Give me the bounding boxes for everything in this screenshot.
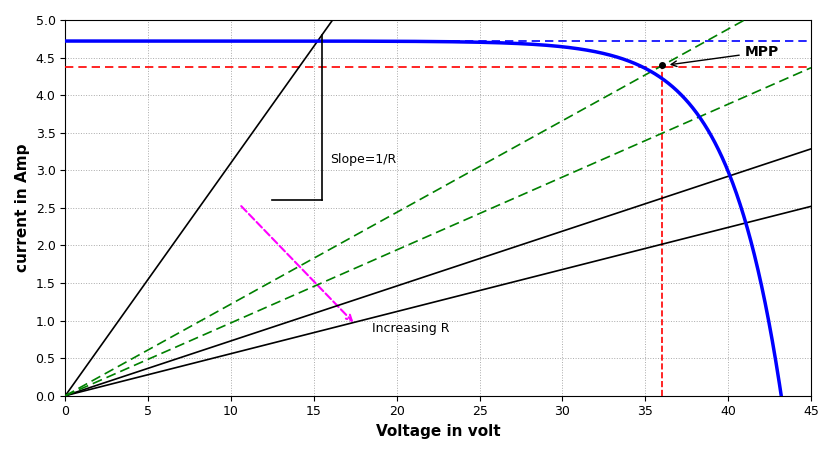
Text: Increasing R: Increasing R	[372, 322, 450, 335]
Text: Slope=1/R: Slope=1/R	[330, 153, 397, 166]
Text: MPP: MPP	[671, 45, 779, 66]
Y-axis label: current in Amp: current in Amp	[15, 143, 30, 272]
X-axis label: Voltage in volt: Voltage in volt	[376, 424, 500, 439]
